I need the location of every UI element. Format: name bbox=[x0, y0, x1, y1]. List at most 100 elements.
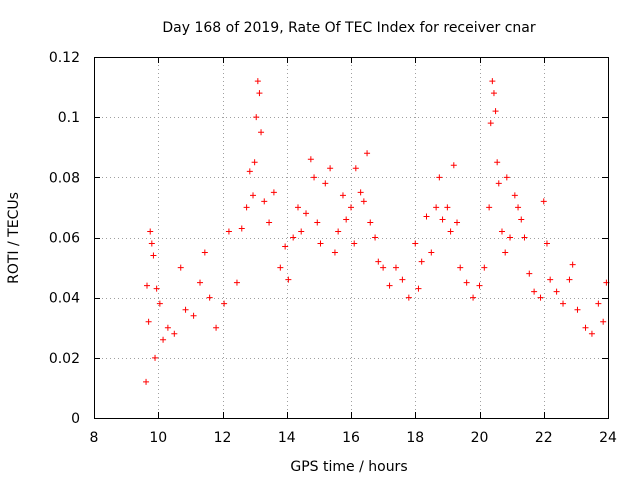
data-point bbox=[380, 264, 387, 271]
data-point bbox=[221, 300, 228, 307]
data-point bbox=[197, 279, 204, 286]
grid-lines bbox=[94, 57, 608, 418]
data-point bbox=[311, 174, 318, 181]
data-point bbox=[503, 174, 510, 181]
data-point bbox=[450, 162, 457, 169]
data-point bbox=[290, 234, 297, 241]
data-point bbox=[144, 282, 151, 289]
data-point bbox=[256, 90, 263, 97]
x-tick-label: 20 bbox=[471, 430, 489, 446]
data-point bbox=[261, 198, 268, 205]
data-point bbox=[569, 261, 576, 268]
data-point bbox=[560, 300, 567, 307]
data-point bbox=[298, 228, 305, 235]
data-point bbox=[423, 213, 430, 220]
data-point bbox=[246, 168, 253, 175]
data-point bbox=[307, 156, 314, 163]
y-tick-label: 0.08 bbox=[49, 170, 80, 186]
y-tick-label: 0.04 bbox=[49, 291, 80, 307]
data-point bbox=[433, 204, 440, 211]
data-point bbox=[526, 270, 533, 277]
data-point bbox=[537, 294, 544, 301]
data-point bbox=[399, 276, 406, 283]
x-tick-label: 10 bbox=[149, 430, 167, 446]
data-point bbox=[327, 165, 334, 172]
data-point bbox=[250, 192, 257, 199]
x-tick-labels: 8 10 12 14 16 18 20 22 24 bbox=[90, 430, 617, 446]
data-point bbox=[322, 180, 329, 187]
data-point bbox=[343, 216, 350, 223]
data-point bbox=[588, 330, 595, 337]
data-point bbox=[436, 174, 443, 181]
data-points bbox=[143, 78, 610, 385]
data-point bbox=[164, 324, 171, 331]
y-tick-label: 0.1 bbox=[58, 110, 80, 126]
data-point bbox=[498, 228, 505, 235]
data-point bbox=[521, 234, 528, 241]
data-point bbox=[553, 288, 560, 295]
x-tick-label: 8 bbox=[90, 430, 99, 446]
data-point bbox=[201, 249, 208, 256]
data-point bbox=[254, 78, 261, 85]
data-point bbox=[243, 204, 250, 211]
data-point bbox=[375, 258, 382, 265]
data-point bbox=[489, 78, 496, 85]
data-point bbox=[540, 198, 547, 205]
data-point bbox=[266, 219, 273, 226]
data-point bbox=[495, 180, 502, 187]
data-point bbox=[543, 240, 550, 247]
data-point bbox=[486, 204, 493, 211]
data-point bbox=[314, 219, 321, 226]
data-point bbox=[439, 216, 446, 223]
data-point bbox=[415, 285, 422, 292]
data-point bbox=[412, 240, 419, 247]
x-tick-label: 12 bbox=[214, 430, 232, 446]
data-point bbox=[225, 228, 232, 235]
data-point bbox=[294, 204, 301, 211]
chart-title: Day 168 of 2019, Rate Of TEC Index for r… bbox=[162, 20, 536, 36]
data-point bbox=[150, 252, 157, 259]
data-point bbox=[372, 234, 379, 241]
y-tick-label: 0.12 bbox=[49, 50, 80, 66]
data-point bbox=[282, 243, 289, 250]
data-point bbox=[177, 264, 184, 271]
x-axis-label: GPS time / hours bbox=[290, 459, 407, 475]
data-point bbox=[507, 234, 514, 241]
data-point bbox=[600, 318, 607, 325]
data-point bbox=[206, 294, 213, 301]
data-point bbox=[463, 279, 470, 286]
data-point bbox=[145, 318, 152, 325]
data-point bbox=[481, 264, 488, 271]
x-tick-label: 16 bbox=[342, 430, 360, 446]
data-point bbox=[352, 165, 359, 172]
data-point bbox=[253, 114, 260, 121]
data-point bbox=[418, 258, 425, 265]
x-tick-label: 18 bbox=[406, 430, 424, 446]
data-point bbox=[233, 279, 240, 286]
x-tick-label: 14 bbox=[278, 430, 296, 446]
data-point bbox=[360, 198, 367, 205]
data-point bbox=[238, 225, 245, 232]
y-tick-label: 0 bbox=[71, 411, 80, 427]
data-point bbox=[156, 300, 163, 307]
data-point bbox=[502, 249, 509, 256]
data-point bbox=[447, 228, 454, 235]
data-point bbox=[457, 264, 464, 271]
data-point bbox=[147, 228, 154, 235]
data-point bbox=[367, 219, 374, 226]
data-point bbox=[487, 120, 494, 127]
data-point bbox=[351, 240, 358, 247]
axis-ticks bbox=[94, 57, 609, 419]
data-point bbox=[152, 354, 159, 361]
data-point bbox=[531, 288, 538, 295]
data-point bbox=[182, 306, 189, 313]
data-point bbox=[143, 378, 150, 385]
data-point bbox=[335, 228, 342, 235]
y-tick-labels: 0 0.02 0.04 0.06 0.08 0.1 0.12 bbox=[49, 50, 80, 427]
data-point bbox=[364, 150, 371, 157]
data-point bbox=[331, 249, 338, 256]
data-point bbox=[348, 204, 354, 211]
data-point bbox=[492, 108, 499, 115]
data-point bbox=[190, 312, 197, 319]
